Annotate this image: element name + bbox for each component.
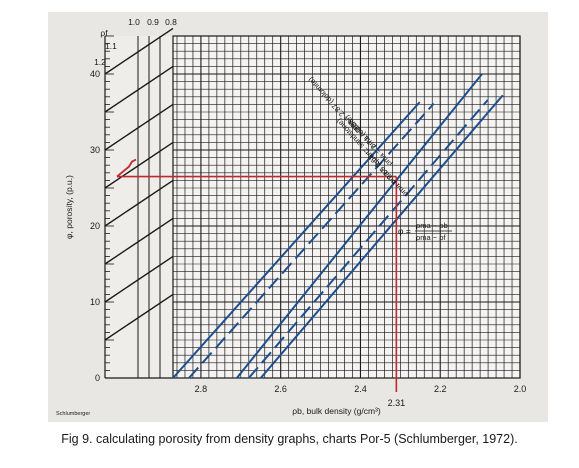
fluid-panel-bg bbox=[105, 36, 173, 378]
x-axis-title: ρb, bulk density (g/cm³) bbox=[292, 406, 381, 416]
fluid-density-section bbox=[104, 27, 174, 379]
matrix-density-line bbox=[188, 102, 435, 379]
fluid-density-label: 1.2 bbox=[94, 57, 106, 67]
example-reading bbox=[116, 158, 398, 392]
chart-panel: 2.8 2.6 2.4 2.2 2.0 2.31 0 10 20 30 40 ρb, bulk den… bbox=[48, 12, 548, 422]
fluid-density-label: 0.9 bbox=[147, 17, 159, 27]
figure-caption: Fig 9. calculating porosity from density… bbox=[61, 432, 518, 446]
equation-numerator: ρma − ρb bbox=[416, 221, 448, 230]
equation-lhs: φ = bbox=[398, 226, 411, 236]
y-tick-label: 40 bbox=[90, 69, 100, 79]
y-tick-label: 30 bbox=[90, 145, 100, 155]
equation-denominator: ρma − ρf bbox=[416, 233, 446, 242]
fluid-correction-line bbox=[104, 27, 174, 75]
fluid-correction-line bbox=[104, 255, 174, 303]
fluid-correction-line bbox=[104, 179, 174, 227]
x-tick-label: 2.2 bbox=[434, 384, 447, 394]
x-tick-label: 2.4 bbox=[354, 384, 367, 394]
plot-area bbox=[172, 35, 521, 379]
x-tick-label: 2.0 bbox=[514, 384, 527, 394]
fluid-density-label: 0.8 bbox=[165, 17, 177, 27]
y-tick-label: 10 bbox=[90, 297, 100, 307]
matrix-density-line bbox=[259, 94, 504, 379]
reading-fluid-trace bbox=[116, 158, 137, 178]
fluid-correction-line bbox=[104, 65, 174, 113]
fluid-density-label: 1.0 bbox=[128, 17, 140, 27]
y-tick-label: 0 bbox=[95, 373, 100, 383]
fluid-density-label: 1.1 bbox=[105, 41, 117, 51]
x-tick-label: 2.8 bbox=[195, 384, 208, 394]
matrix-density-line bbox=[172, 101, 421, 379]
fluid-density-symbol: ρf bbox=[100, 28, 108, 38]
x-tick-label: 2.6 bbox=[274, 384, 287, 394]
fluid-correction-line bbox=[104, 217, 174, 265]
fluid-correction-line bbox=[104, 293, 174, 341]
matrix-density-line bbox=[248, 99, 489, 379]
porosity-density-chart: 2.8 2.6 2.4 2.2 2.0 2.31 0 10 20 30 40 ρb, bulk den… bbox=[56, 17, 527, 417]
y-axis-title: φ, porosity, (p.u.) bbox=[64, 175, 74, 239]
fluid-correction-line bbox=[104, 103, 174, 151]
brand-logo-text: Schlumberger bbox=[56, 411, 90, 417]
y-tick-label: 20 bbox=[90, 221, 100, 231]
chart-grid bbox=[172, 35, 521, 379]
reading-density-label: 2.31 bbox=[388, 398, 406, 408]
matrix-density-line bbox=[236, 73, 483, 379]
fluid-correction-line bbox=[104, 141, 174, 189]
matrix-density-lines bbox=[172, 73, 504, 379]
